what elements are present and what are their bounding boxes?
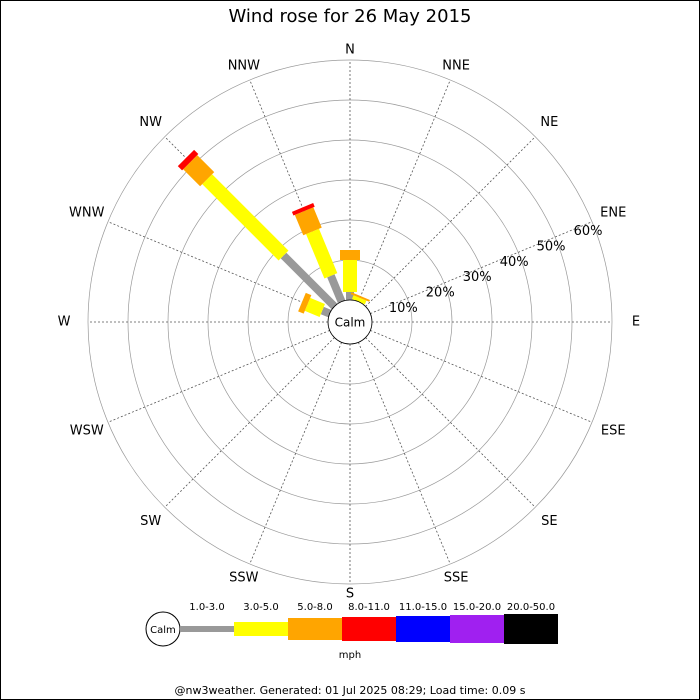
bar-segment [304,297,325,317]
legend-swatch [504,614,558,644]
bar-segment [177,149,199,171]
direction-label: W [58,315,71,330]
legend-unit: mph [339,650,361,661]
legend-label: 15.0-20.0 [453,602,501,613]
footer: @nw3weather. Generated: 01 Jul 2025 08:2… [175,684,526,697]
spoke [107,330,330,423]
spoke [164,337,335,508]
legend-label: 1.0-3.0 [189,602,224,613]
direction-label: SSE [444,571,469,586]
legend-label: 11.0-15.0 [399,602,447,613]
legend-swatch [450,615,504,643]
direction-label: WNW [69,205,105,220]
legend-label: 20.0-50.0 [507,602,555,613]
bar-segment [298,292,312,314]
legend-calm-label: Calm [150,625,176,636]
bar-segment [327,274,346,304]
legend-swatch [396,616,450,642]
legend-label: 8.0-11.0 [348,602,390,613]
legend-label: 5.0-8.0 [297,602,332,613]
calm-label: Calm [335,316,366,330]
bar-segment [291,203,315,216]
bar-segment [320,306,332,318]
legend-swatch [342,617,396,641]
direction-label: SW [140,514,161,529]
spoke [358,79,451,302]
r-tick-label: 30% [463,270,492,285]
direction-label: SSW [229,571,259,586]
direction-label: SE [541,514,557,529]
direction-label: N [345,43,355,58]
bar-segment [280,252,338,310]
chart-title: Wind rose for 26 May 2015 [229,6,472,27]
direction-label: ESE [601,424,626,439]
r-tick-label: 50% [537,240,566,255]
spoke [249,342,342,565]
direction-label: E [632,315,640,330]
bar-segment [350,292,370,302]
r-tick-label: 20% [426,285,455,300]
legend-swatch [288,618,342,640]
spoke [365,337,536,508]
direction-label: NNE [442,58,470,73]
direction-label: NNW [228,58,260,73]
spoke [358,342,451,565]
legend-label: 3.0-5.0 [243,602,278,613]
spoke [370,221,593,314]
legend-swatch [234,622,288,636]
bar-segment [306,228,338,279]
spoke [370,330,593,423]
bar-segment [183,155,215,187]
bar-segment [351,295,367,305]
r-tick-label: 40% [500,255,529,270]
r-tick-label: 10% [389,301,418,316]
legend-swatch [180,626,234,632]
direction-label: S [346,587,354,602]
direction-label: ENE [600,205,626,220]
bar-segment [202,174,289,261]
direction-label: WSW [70,424,104,439]
spoke [365,136,536,307]
direction-label: NE [540,115,558,130]
calm-circle [327,299,373,345]
spoke [107,221,330,314]
bar-segment [294,207,322,236]
grid-ring [87,59,613,585]
direction-label: NW [139,115,162,130]
r-tick-label: 60% [574,224,603,239]
